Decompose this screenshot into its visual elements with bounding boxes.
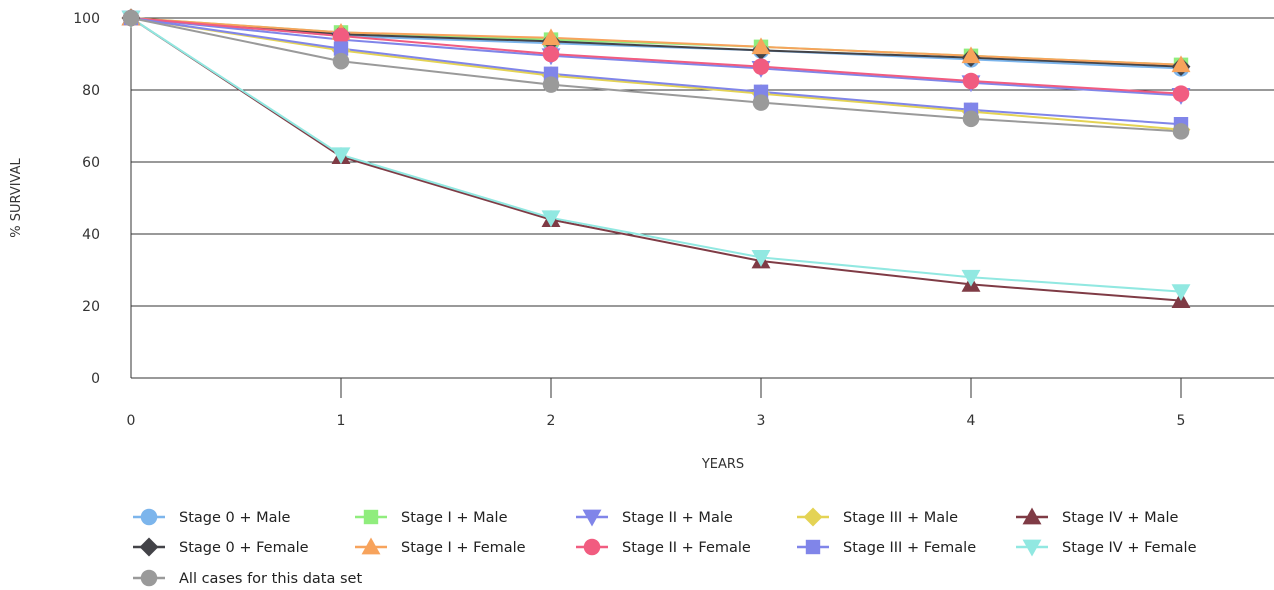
data-point [541,28,561,46]
data-point [751,37,771,55]
legend-label: Stage 0 + Male [179,510,291,526]
x-tick-label: 1 [337,413,346,429]
y-tick-label: 60 [82,155,100,171]
data-point [1172,85,1190,102]
data-point [542,76,560,93]
y-tick-label: 0 [91,371,100,387]
legend-item[interactable]: Stage III + Female [797,539,976,556]
legend-marker [140,508,158,526]
series-line-8 [130,17,1182,126]
data-point [752,58,770,75]
x-axis-title: YEARS [701,457,744,472]
legend-label: All cases for this data set [179,571,362,587]
x-tick-label: 3 [757,413,766,429]
legend-item[interactable]: Stage I + Male [355,509,508,526]
data-point [1172,123,1190,140]
legend-item[interactable]: Stage III + Male [797,507,958,527]
legend-label: Stage I + Female [401,540,526,556]
y-tick-label: 40 [82,227,100,243]
tick-labels: 0 20 40 60 80 100 0 1 2 3 4 5 [73,11,1185,429]
y-axis-title: % SURVIVAL [9,157,24,237]
data-point [961,46,981,64]
data-point [751,250,771,267]
y-tick-label: 100 [73,11,100,27]
legend-label: Stage I + Male [401,510,508,526]
legend-item[interactable]: Stage I + Female [355,537,526,556]
series-line-6 [130,17,1182,66]
legend-marker [583,538,601,556]
x-tick-label: 2 [547,413,556,429]
legend-item[interactable]: Stage 0 + Female [133,537,309,557]
legend-marker [140,569,158,587]
x-tick-label: 5 [1177,413,1186,429]
data-point [542,45,560,63]
legend-item[interactable]: Stage II + Male [576,509,733,527]
x-tick-label: 0 [127,413,136,429]
legend: Stage 0 + Male Stage I + Male Stage II + M… [133,507,1197,587]
legend-marker [363,509,379,525]
legend-item[interactable]: Stage IV + Female [1016,539,1197,557]
legend-marker [805,539,821,555]
legend-marker [361,537,381,555]
y-tick-label: 80 [82,83,100,99]
legend-label: Stage IV + Female [1062,540,1197,556]
data-point [331,147,351,165]
data-point [1171,55,1191,73]
data-point [961,269,981,287]
legend-marker [139,537,159,557]
legend-label: Stage II + Female [622,540,751,556]
data-point [122,9,140,27]
legend-label: Stage II + Male [622,510,733,526]
legend-item[interactable]: Stage 0 + Male [133,508,291,526]
axes [130,16,1274,398]
series-line-5 [130,17,1182,68]
data-point [333,41,349,56]
legend-label: Stage III + Male [843,510,958,526]
data-point [962,110,980,128]
data-point [332,27,350,45]
data-point [1171,284,1191,302]
legend-marker [803,507,823,527]
legend-label: Stage IV + Male [1062,510,1178,526]
series-markers [121,8,1191,308]
series-line-7 [130,17,1182,95]
legend-item[interactable]: Stage IV + Male [1016,507,1178,526]
series-line-4 [130,17,1182,302]
legend-marker [1022,507,1042,525]
data-point [541,210,561,228]
legend-item[interactable]: Stage II + Female [576,538,751,556]
series-line-3 [130,17,1182,131]
legend-marker [1022,539,1042,557]
x-tick-label: 4 [967,413,976,429]
series-lines [130,17,1182,302]
series-line-9 [130,17,1182,293]
data-point [752,94,770,111]
series-line-10 [130,17,1182,133]
data-point [962,72,980,90]
legend-label: Stage 0 + Female [179,540,309,556]
y-tick-label: 20 [82,299,100,315]
legend-item[interactable]: All cases for this data set [133,569,362,587]
legend-marker [582,509,602,527]
legend-label: Stage III + Female [843,540,976,556]
data-point [332,52,350,70]
series-line-2 [130,17,1182,97]
